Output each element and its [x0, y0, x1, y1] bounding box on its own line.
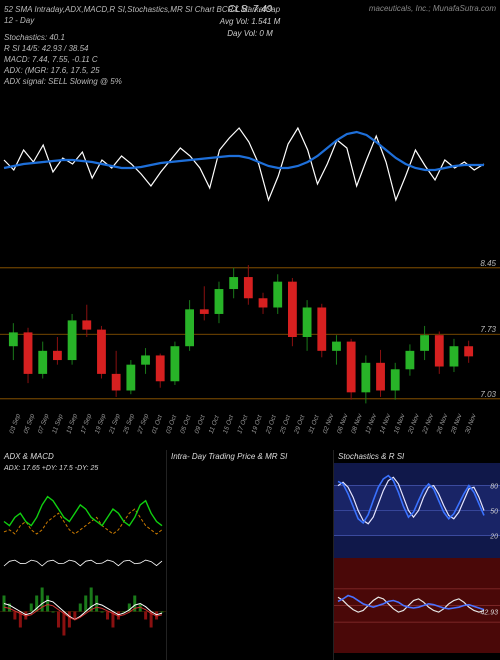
- stochastics-title: Stochastics & R SI: [334, 450, 500, 463]
- svg-text:16 Nov: 16 Nov: [393, 412, 407, 434]
- svg-text:05 Sep: 05 Sep: [23, 413, 37, 435]
- svg-text:42.93: 42.93: [480, 609, 498, 616]
- day-volume: Day Vol: 0 M: [220, 28, 280, 40]
- svg-text:08 Nov: 08 Nov: [350, 412, 364, 434]
- svg-text:26 Nov: 26 Nov: [435, 412, 449, 435]
- stat-adx: ADX: (MGR: 17.6, 17.5, 25: [4, 65, 280, 76]
- stat-macd: MACD: 7.44, 7.55, -0.11 C: [4, 54, 280, 65]
- svg-text:29 Oct: 29 Oct: [293, 413, 307, 435]
- svg-text:03 Oct: 03 Oct: [165, 413, 179, 435]
- svg-text:30 Nov: 30 Nov: [464, 412, 478, 434]
- svg-text:27 Sep: 27 Sep: [136, 413, 150, 436]
- svg-text:01 Oct: 01 Oct: [151, 413, 165, 435]
- svg-text:21 Sep: 21 Sep: [108, 413, 122, 436]
- stoch-top-svg: 80 50 20: [334, 463, 500, 558]
- svg-text:23 Oct: 23 Oct: [264, 413, 278, 435]
- svg-text:7.03: 7.03: [480, 390, 496, 399]
- adx-subtitle: ADX: 17.65 +DY: 17.5 -DY: 25: [0, 463, 166, 474]
- svg-text:12 Nov: 12 Nov: [364, 412, 378, 434]
- svg-text:07 Sep: 07 Sep: [37, 413, 51, 435]
- svg-text:17 Sep: 17 Sep: [80, 413, 94, 435]
- svg-text:06 Nov: 06 Nov: [336, 412, 350, 434]
- avg-volume: Avg Vol: 1.541 M: [220, 16, 280, 28]
- svg-text:14 Nov: 14 Nov: [379, 412, 393, 434]
- svg-text:17 Oct: 17 Oct: [236, 413, 250, 435]
- stochastics-panel: Stochastics & R SI 80 50 20 42.93: [334, 450, 500, 660]
- adx-macd-panel: ADX & MACD ADX: 17.65 +DY: 17.5 -DY: 25: [0, 450, 167, 660]
- svg-text:80: 80: [490, 484, 498, 491]
- header-center-block: CLS: 7.49 Avg Vol: 1.541 M Day Vol: 0 M: [220, 4, 280, 40]
- svg-text:03 Sep: 03 Sep: [8, 413, 22, 435]
- adx-macd-title: ADX & MACD: [0, 450, 166, 463]
- header-right-block: maceuticals, Inc.; MunafaSutra.com: [369, 4, 496, 13]
- svg-text:19 Oct: 19 Oct: [251, 413, 265, 435]
- intraday-title: Intra- Day Trading Price & MR SI: [167, 450, 333, 463]
- svg-text:22 Nov: 22 Nov: [421, 412, 435, 435]
- stat-rsi: R SI 14/5: 42.93 / 38.54: [4, 43, 280, 54]
- svg-text:28 Nov: 28 Nov: [450, 412, 464, 435]
- stat-adx-signal: ADX signal: SELL Slowing @ 5%: [4, 76, 280, 87]
- svg-text:25 Oct: 25 Oct: [279, 413, 293, 435]
- adx-svg: [0, 474, 166, 569]
- svg-text:15 Oct: 15 Oct: [222, 413, 236, 435]
- close-price: CLS: 7.49: [220, 4, 280, 16]
- candle-chart-svg: 8.45 7.73 7.03 03 Sep05 Sep07 Sep11 Sep13 S…: [0, 250, 500, 440]
- svg-text:02 Nov: 02 Nov: [322, 412, 336, 434]
- svg-text:11 Sep: 11 Sep: [51, 413, 65, 435]
- header-region: 52 SMA Intraday,ADX,MACD,R SI,Stochastic…: [0, 0, 500, 90]
- svg-text:8.45: 8.45: [480, 259, 496, 268]
- svg-text:11 Oct: 11 Oct: [208, 414, 221, 435]
- candle-chart-panel: 8.45 7.73 7.03 03 Sep05 Sep07 Sep11 Sep13 S…: [0, 250, 500, 440]
- svg-text:25 Sep: 25 Sep: [122, 413, 136, 436]
- line-chart-svg: [0, 90, 500, 240]
- svg-text:20: 20: [489, 533, 498, 540]
- svg-text:09 Oct: 09 Oct: [194, 413, 208, 435]
- svg-text:20 Nov: 20 Nov: [407, 412, 421, 435]
- svg-text:05 Oct: 05 Oct: [179, 413, 193, 435]
- intraday-panel: Intra- Day Trading Price & MR SI: [167, 450, 334, 660]
- line-chart-panel: [0, 90, 500, 240]
- company-source: maceuticals, Inc.; MunafaSutra.com: [369, 4, 496, 13]
- macd-svg: [0, 569, 166, 654]
- svg-text:19 Sep: 19 Sep: [94, 413, 108, 435]
- svg-text:7.73: 7.73: [480, 325, 496, 334]
- stoch-bot-svg: 42.93: [334, 558, 500, 653]
- svg-text:13 Sep: 13 Sep: [65, 413, 79, 435]
- svg-text:50: 50: [490, 509, 498, 516]
- svg-text:31 Oct: 31 Oct: [308, 413, 322, 435]
